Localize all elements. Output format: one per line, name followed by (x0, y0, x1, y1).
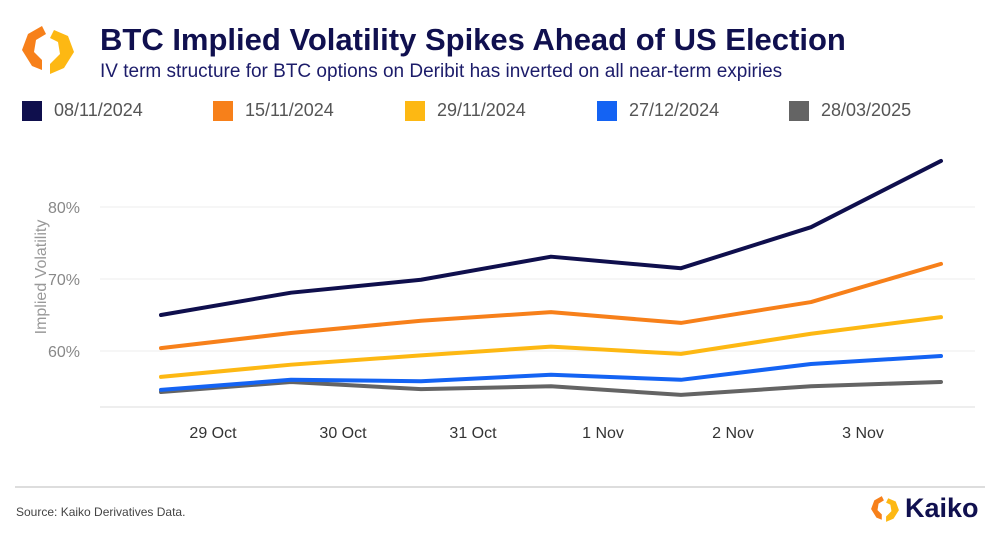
x-tick-label: 1 Nov (582, 425, 624, 442)
y-tick-label: 70% (48, 272, 80, 289)
kaiko-logo-icon (871, 495, 899, 522)
legend-item: 08/11/2024 (22, 100, 143, 121)
legend-label: 28/03/2025 (821, 100, 912, 120)
legend-item: 15/11/2024 (213, 100, 334, 121)
kaiko-logo-icon (22, 26, 74, 74)
x-tick-label: 30 Oct (319, 425, 367, 442)
footer-divider (15, 486, 985, 488)
legend-item: 28/03/2025 (789, 100, 911, 121)
series-line-15-11-2024 (159, 261, 943, 351)
source-note: Source: Kaiko Derivatives Data. (16, 505, 186, 519)
x-tick-label: 3 Nov (842, 425, 884, 442)
legend-item: 27/12/2024 (597, 100, 719, 121)
series-line-27-12-2024 (159, 354, 943, 392)
y-tick-label: 80% (48, 200, 80, 217)
brand-name: Kaiko (905, 493, 979, 523)
legend-label: 29/11/2024 (437, 100, 526, 120)
legend-label: 08/11/2024 (54, 100, 143, 120)
legend-swatch (213, 100, 233, 121)
series-line-28-03-2025 (159, 379, 943, 397)
x-tick-label: 29 Oct (189, 425, 237, 442)
line-chart: 60% 70% 80% 29 Oct 30 Oct 31 Oct 1 Nov 2 Nov 3 N… (33, 158, 975, 442)
legend-label: 15/11/2024 (245, 100, 334, 120)
chart-subtitle: IV term structure for BTC options on Der… (100, 61, 783, 82)
series-line-29-11-2024 (159, 315, 943, 379)
y-tick-label: 60% (48, 344, 80, 361)
legend-swatch (405, 100, 425, 121)
x-tick-label: 2 Nov (712, 425, 754, 442)
x-tick-label: 31 Oct (449, 425, 497, 442)
legend-label: 27/12/2024 (629, 100, 720, 120)
series-line-08-11-2024 (159, 158, 943, 317)
legend-item: 29/11/2024 (405, 100, 526, 121)
legend-swatch (22, 100, 42, 121)
chart-title: BTC Implied Volatility Spikes Ahead of U… (100, 22, 846, 57)
y-axis-label: Implied Volatility (33, 220, 50, 335)
legend-swatch (789, 100, 809, 121)
brand-logo: Kaiko (870, 493, 979, 524)
legend-swatch (597, 100, 617, 121)
